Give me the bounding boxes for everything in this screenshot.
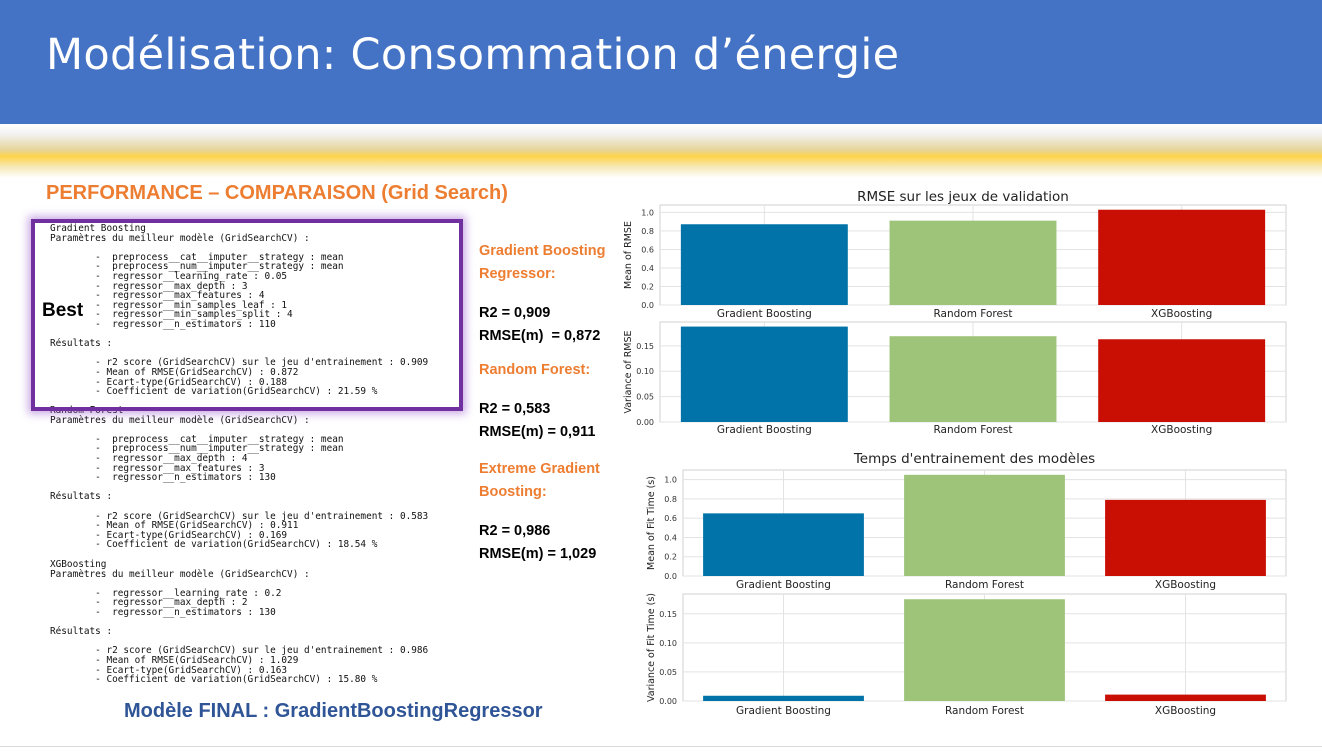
- y-tick-label: 0.4: [664, 533, 677, 542]
- y-tick-label: 0.0: [664, 572, 677, 581]
- chart-panel-4: 0.00 0.05 0.10 0.15 Gradient Boosting Random …: [646, 593, 1287, 717]
- chart-panel-3: 0.0 0.2 0.4 0.6 0.8 1.0 Gradient Boosting Rando…: [646, 451, 1287, 591]
- x-category-label: Gradient Boosting: [736, 579, 831, 591]
- x-category-label: XGBoosting: [1155, 705, 1216, 717]
- section-title: PERFORMANCE – COMPARAISON (Grid Search): [46, 182, 508, 204]
- chart-panel-1: 0.0 0.2 0.4 0.6 0.8 1.0 Gradient Boosting Rando…: [623, 189, 1287, 320]
- final-model-label: Modèle FINAL : GradientBoostingRegressor: [124, 700, 543, 722]
- y-axis-label: Mean of Fit Time (s): [646, 476, 657, 570]
- y-tick-label: 0.6: [664, 514, 677, 523]
- x-category-label: Random Forest: [933, 308, 1012, 320]
- best-model-highlight: [31, 219, 463, 411]
- bar-xgboosting: [1098, 339, 1266, 422]
- y-tick-label: 1.0: [664, 476, 677, 485]
- y-axis-label: Mean of RMSE: [623, 221, 634, 289]
- bar-xgboosting: [1098, 209, 1266, 305]
- bar-random-forest: [904, 599, 1065, 701]
- chart-panel-2: 0.00 0.05 0.10 0.15 Gradient Boosting Random …: [623, 321, 1287, 436]
- summary-name: Gradient Boosting Regressor:: [479, 243, 606, 282]
- y-axis-label: Variance of Fit Time (s): [646, 593, 657, 702]
- x-category-label: XGBoosting: [1151, 424, 1212, 436]
- bar-gradient-boosting: [703, 513, 864, 576]
- x-category-label: Gradient Boosting: [717, 424, 812, 436]
- x-category-label: Gradient Boosting: [736, 705, 831, 717]
- best-label: Best: [42, 300, 84, 321]
- bar-gradient-boosting: [703, 695, 864, 701]
- y-tick-label: 0.05: [659, 668, 677, 677]
- summary-name: Extreme Gradient Boosting:: [479, 461, 600, 500]
- bar-random-forest: [904, 474, 1065, 576]
- summary-r2: R2 = 0,986: [479, 523, 551, 539]
- x-category-label: Random Forest: [933, 424, 1012, 436]
- divider: [0, 746, 1322, 747]
- decorative-stripe: [0, 124, 1322, 178]
- summary-rmse: RMSE(m) = 0,872: [479, 328, 601, 344]
- random-forest-results-text: Random Forest Paramètres du meilleur mod…: [50, 405, 429, 551]
- summary-gradient-boosting: Gradient Boosting Regressor: R2 = 0,909 …: [479, 240, 629, 348]
- slide-title: Modélisation: Consommation d’énergie: [46, 30, 900, 80]
- y-tick-label: 0.10: [659, 639, 677, 648]
- chart-title: Temps d'entrainement des modèles: [853, 451, 1095, 467]
- y-tick-label: 0.00: [636, 418, 654, 427]
- summary-rmse: RMSE(m) = 0,911: [479, 424, 596, 440]
- y-tick-label: 0.4: [641, 264, 654, 273]
- y-tick-label: 0.2: [664, 553, 677, 562]
- y-tick-label: 0.6: [641, 245, 654, 254]
- y-tick-label: 0.8: [641, 227, 654, 236]
- summary-name: Random Forest:: [479, 362, 591, 378]
- summary-xgboosting: Extreme Gradient Boosting: R2 = 0,986 RM…: [479, 458, 629, 566]
- y-tick-label: 0.2: [641, 282, 654, 291]
- charts-area: 0.0 0.2 0.4 0.6 0.8 1.0 Gradient Boosting Rando…: [623, 189, 1287, 717]
- title-banner: Modélisation: Consommation d’énergie: [0, 0, 1322, 124]
- y-tick-label: 0.15: [659, 610, 677, 619]
- bar-random-forest: [889, 336, 1057, 422]
- xgboosting-results-text: XGBoosting Paramètres du meilleur modèle…: [50, 559, 429, 686]
- x-category-label: Gradient Boosting: [717, 308, 812, 320]
- y-tick-label: 0.00: [659, 697, 677, 706]
- summary-random-forest: Random Forest: R2 = 0,583 RMSE(m) = 0,91…: [479, 359, 629, 444]
- summary-rmse: RMSE(m) = 1,029: [479, 546, 597, 562]
- bar-gradient-boosting: [680, 326, 848, 422]
- x-category-label: Random Forest: [945, 705, 1024, 717]
- x-category-label: Random Forest: [945, 579, 1024, 591]
- y-tick-label: 0.05: [636, 393, 654, 402]
- bar-gradient-boosting: [680, 224, 848, 305]
- x-category-label: XGBoosting: [1155, 579, 1216, 591]
- bar-xgboosting: [1105, 694, 1266, 701]
- summary-r2: R2 = 0,909: [479, 305, 551, 321]
- y-tick-label: 0.10: [636, 367, 654, 376]
- y-tick-label: 1.0: [641, 208, 654, 217]
- y-tick-label: 0.8: [664, 495, 677, 504]
- y-tick-label: 0.15: [636, 342, 654, 351]
- gradient-boosting-results-text: Gradient Boosting Paramètres du meilleur…: [50, 223, 429, 398]
- x-category-label: XGBoosting: [1151, 308, 1212, 320]
- bar-xgboosting: [1105, 499, 1266, 576]
- chart-title: RMSE sur les jeux de validation: [857, 189, 1069, 205]
- y-axis-label: Variance of RMSE: [623, 330, 634, 413]
- bar-random-forest: [889, 220, 1057, 305]
- summary-r2: R2 = 0,583: [479, 401, 551, 417]
- y-tick-label: 0.0: [641, 301, 654, 310]
